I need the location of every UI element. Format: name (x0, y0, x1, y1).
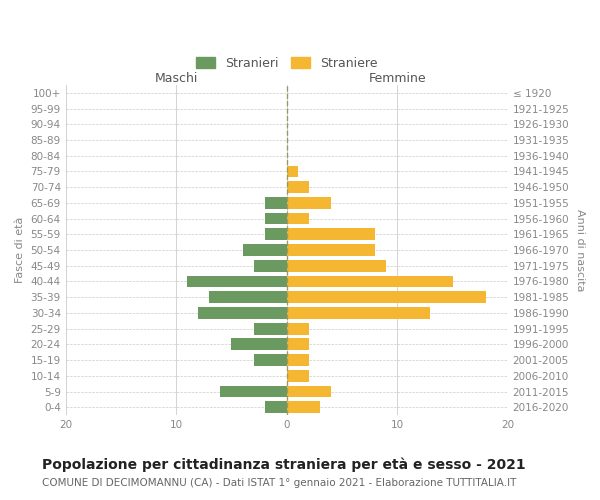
Bar (287, 354, 309, 366)
Bar (287, 276, 452, 287)
Text: Popolazione per cittadinanza straniera per età e sesso - 2021: Popolazione per cittadinanza straniera p… (42, 458, 526, 472)
Bar (287, 370, 309, 382)
Bar (265, 228, 287, 240)
Bar (265, 197, 287, 209)
Bar (187, 276, 287, 287)
Bar (287, 182, 309, 193)
Bar (287, 228, 375, 240)
Text: Femmine: Femmine (368, 72, 426, 85)
Bar (254, 260, 287, 272)
Bar (287, 307, 430, 319)
Bar (232, 338, 287, 350)
Bar (287, 402, 320, 413)
Legend: Stranieri, Straniere: Stranieri, Straniere (191, 52, 382, 74)
Bar (254, 323, 287, 334)
Bar (287, 244, 375, 256)
Y-axis label: Fasce di età: Fasce di età (15, 217, 25, 283)
Bar (287, 212, 309, 224)
Bar (287, 166, 298, 177)
Bar (254, 354, 287, 366)
Bar (287, 323, 309, 334)
Bar (287, 260, 386, 272)
Bar (199, 307, 287, 319)
Bar (209, 292, 287, 303)
Bar (242, 244, 287, 256)
Bar (287, 386, 331, 398)
Bar (287, 197, 331, 209)
Text: COMUNE DI DECIMOMANNU (CA) - Dati ISTAT 1° gennaio 2021 - Elaborazione TUTTITALI: COMUNE DI DECIMOMANNU (CA) - Dati ISTAT … (42, 478, 517, 488)
Bar (265, 212, 287, 224)
Bar (220, 386, 287, 398)
Bar (265, 402, 287, 413)
Text: Maschi: Maschi (155, 72, 198, 85)
Bar (287, 338, 309, 350)
Bar (287, 292, 486, 303)
Y-axis label: Anni di nascita: Anni di nascita (575, 209, 585, 292)
